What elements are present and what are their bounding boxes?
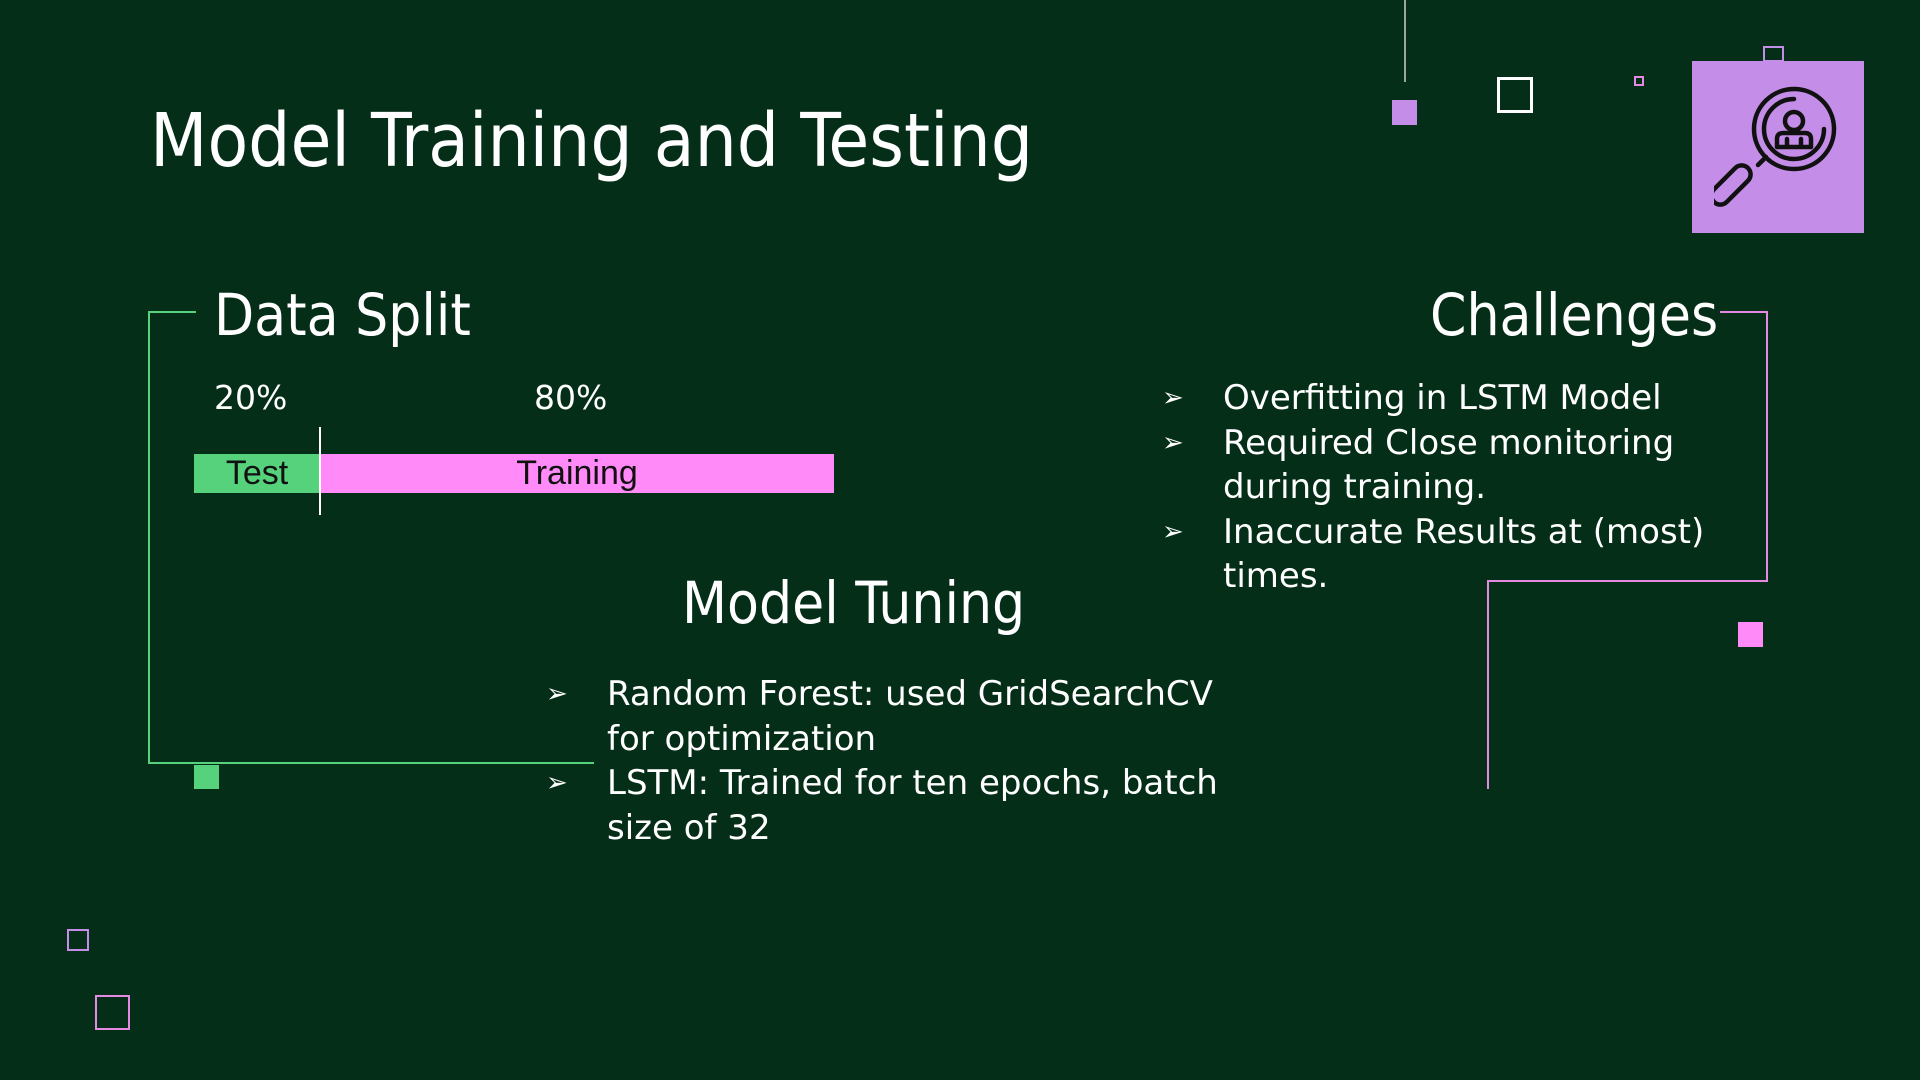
list-item: ➢ Overfitting in LSTM Model bbox=[1162, 376, 1722, 421]
deco-square-small bbox=[1634, 76, 1644, 86]
list-item: ➢ Random Forest: used GridSearchCV for o… bbox=[546, 672, 1246, 761]
deco-square-outline bbox=[1497, 77, 1533, 113]
top-hanging-line bbox=[1404, 0, 1406, 82]
list-item: ➢ Inaccurate Results at (most) times. bbox=[1162, 510, 1722, 599]
challenges-item-text: Overfitting in LSTM Model bbox=[1223, 378, 1662, 418]
data-split-frame-left bbox=[148, 311, 150, 764]
challenges-list: ➢ Overfitting in LSTM Model ➢ Required C… bbox=[1162, 376, 1722, 599]
challenges-heading: Challenges bbox=[1430, 281, 1719, 349]
arrowhead-bullet-icon: ➢ bbox=[1162, 427, 1184, 458]
deco-square-green bbox=[194, 765, 219, 789]
deco-square-pink bbox=[1738, 622, 1763, 647]
challenges-frame-bottom bbox=[1487, 580, 1768, 582]
training-split-bar: Training bbox=[320, 454, 834, 493]
magnifier-user-icon bbox=[1714, 86, 1837, 207]
deco-square-small-top bbox=[1763, 46, 1784, 62]
deco-square-lilac bbox=[1392, 100, 1417, 125]
training-percent-label: 80% bbox=[534, 378, 608, 417]
test-split-bar: Test bbox=[194, 454, 320, 493]
list-item: ➢ Required Close monitoring during train… bbox=[1162, 421, 1722, 510]
model-tuning-item-text: LSTM: Trained for ten epochs, batch size… bbox=[607, 763, 1218, 848]
data-split-heading: Data Split bbox=[214, 281, 471, 349]
icon-tile bbox=[1692, 61, 1864, 233]
challenges-frame-right bbox=[1766, 311, 1768, 582]
challenges-item-text: Inaccurate Results at (most) times. bbox=[1223, 511, 1705, 597]
arrowhead-bullet-icon: ➢ bbox=[546, 768, 568, 798]
model-tuning-heading: Model Tuning bbox=[682, 569, 1026, 637]
data-split-frame-bottom bbox=[148, 762, 594, 764]
challenges-frame-drop bbox=[1487, 580, 1489, 789]
test-percent-label: 20% bbox=[214, 378, 288, 417]
slide-title: Model Training and Testing bbox=[150, 98, 1034, 184]
challenges-item-text: Required Close monitoring during trainin… bbox=[1223, 422, 1675, 508]
arrowhead-bullet-icon: ➢ bbox=[1162, 516, 1184, 547]
deco-square-bottom-large bbox=[95, 995, 130, 1030]
test-split-label: Test bbox=[225, 454, 289, 492]
training-split-label: Training bbox=[516, 454, 638, 492]
deco-square-bottom-small bbox=[67, 929, 89, 951]
challenges-frame-top bbox=[1720, 311, 1768, 313]
data-split-frame-top bbox=[148, 311, 196, 313]
list-item: ➢ LSTM: Trained for ten epochs, batch si… bbox=[546, 761, 1246, 850]
model-tuning-list: ➢ Random Forest: used GridSearchCV for o… bbox=[546, 672, 1246, 850]
arrowhead-bullet-icon: ➢ bbox=[1162, 383, 1184, 413]
model-tuning-item-text: Random Forest: used GridSearchCV for opt… bbox=[607, 674, 1213, 759]
split-divider-line bbox=[319, 427, 321, 515]
arrowhead-bullet-icon: ➢ bbox=[546, 679, 568, 709]
